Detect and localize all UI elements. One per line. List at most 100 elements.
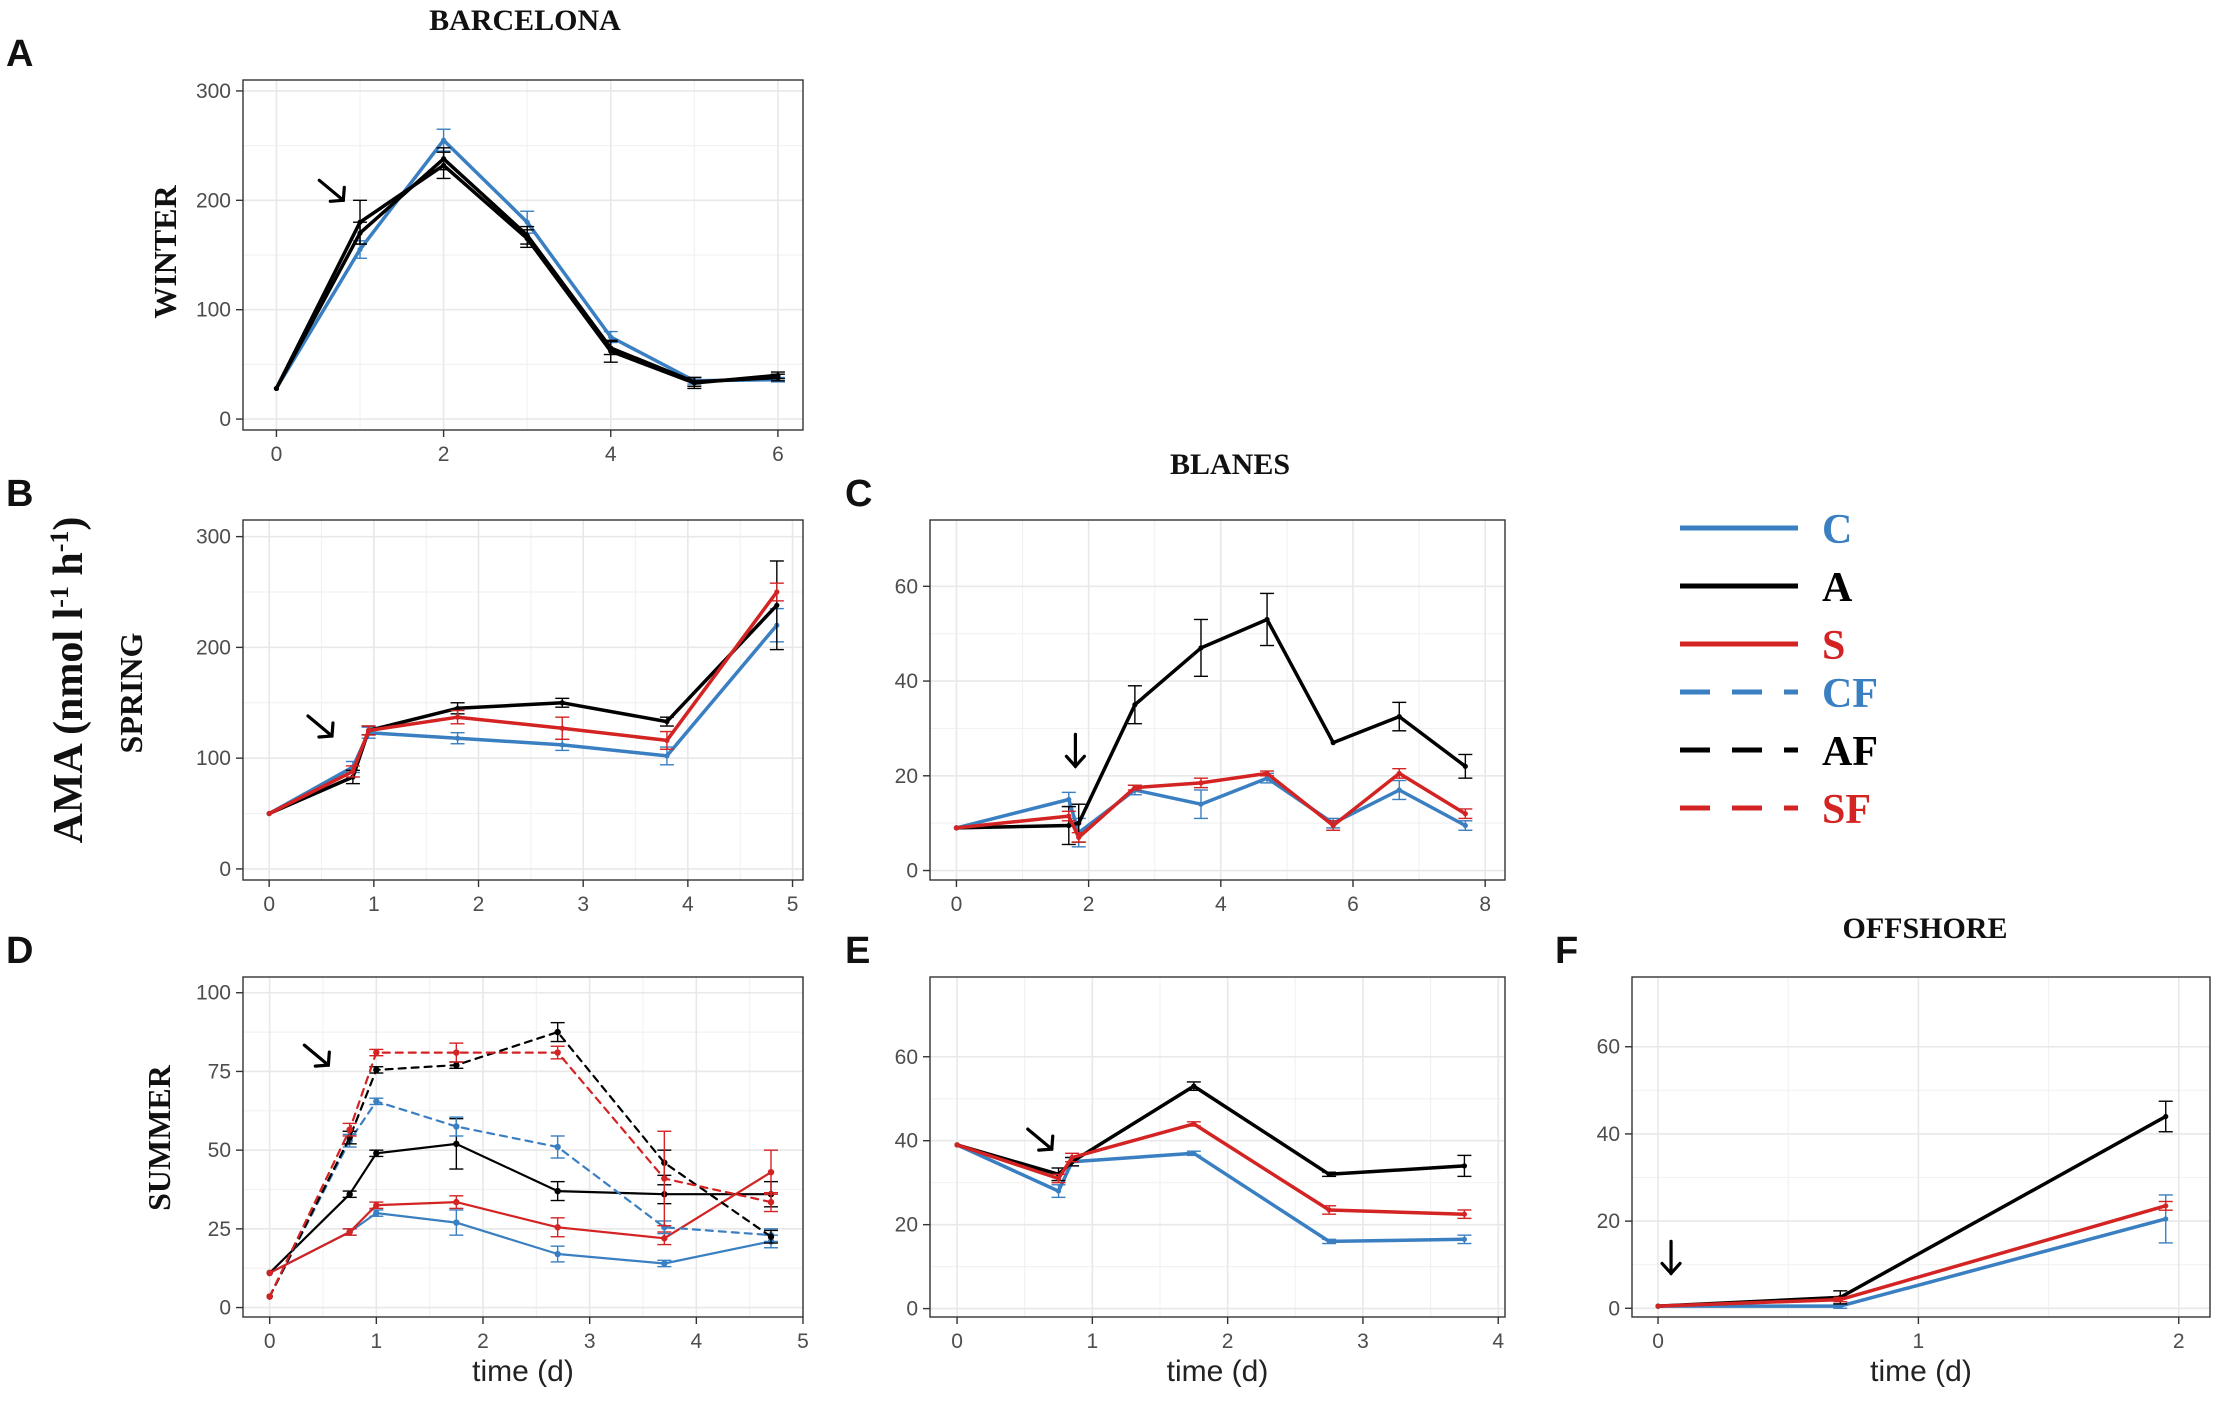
data-point bbox=[357, 219, 363, 225]
data-point bbox=[554, 1143, 561, 1151]
data-point bbox=[373, 1066, 380, 1074]
series-s bbox=[266, 1149, 778, 1277]
data-point bbox=[373, 1150, 380, 1157]
series-s bbox=[953, 767, 1473, 843]
x-tick-label: 4 bbox=[1215, 893, 1227, 916]
plot-background bbox=[930, 977, 1505, 1317]
x-tick-label: 8 bbox=[1479, 893, 1491, 916]
data-point bbox=[559, 725, 565, 731]
panel-letter-a: A bbox=[6, 33, 33, 75]
panel-letter-d: D bbox=[6, 930, 33, 972]
data-point bbox=[1198, 780, 1204, 786]
data-point bbox=[554, 1187, 561, 1195]
data-point bbox=[453, 1049, 460, 1056]
y-tick-label: 40 bbox=[895, 1130, 918, 1153]
data-point bbox=[366, 727, 372, 734]
data-point bbox=[2163, 1216, 2169, 1222]
data-point bbox=[954, 1142, 960, 1148]
legend-item-af: AF bbox=[1680, 729, 1878, 775]
data-point bbox=[454, 714, 461, 720]
y-tick-label: 40 bbox=[1597, 1123, 1620, 1146]
y-tick-label: 50 bbox=[208, 1139, 231, 1162]
series-line-a bbox=[955, 1084, 1467, 1177]
panel-letter-c: C bbox=[845, 473, 872, 515]
y-tick-label: 0 bbox=[219, 858, 231, 881]
data-point bbox=[373, 1098, 380, 1105]
x-tick-label: 2 bbox=[438, 443, 450, 466]
data-point bbox=[1264, 616, 1270, 623]
data-point bbox=[346, 1228, 353, 1236]
x-tick-label: 4 bbox=[1492, 1330, 1504, 1353]
series-s bbox=[266, 582, 784, 817]
x-tick-label: 5 bbox=[797, 1330, 809, 1353]
x-axis-title: time (d) bbox=[1167, 1355, 1269, 1388]
data-point bbox=[1462, 763, 1468, 769]
data-point bbox=[661, 1175, 668, 1182]
data-point bbox=[767, 1198, 775, 1206]
data-point bbox=[1326, 1207, 1332, 1213]
x-tick-label: 2 bbox=[2173, 1330, 2185, 1353]
series-line-c bbox=[955, 1143, 1467, 1244]
x-tick-label: 3 bbox=[584, 1330, 596, 1353]
data-point bbox=[373, 1049, 380, 1056]
legend-label: SF bbox=[1822, 787, 1871, 833]
data-point bbox=[453, 1061, 460, 1069]
plot-border bbox=[242, 519, 804, 881]
y-tick-label: 20 bbox=[895, 765, 918, 788]
data-point bbox=[440, 162, 447, 168]
data-point bbox=[554, 1028, 561, 1036]
data-point bbox=[350, 768, 356, 775]
x-axis-title: time (d) bbox=[472, 1355, 574, 1388]
arrow-icon bbox=[317, 178, 346, 203]
data-point bbox=[1066, 813, 1072, 819]
data-point bbox=[1837, 1303, 1843, 1309]
data-point bbox=[453, 1140, 460, 1148]
site-title-blanes: BLANES bbox=[1170, 448, 1290, 481]
data-point bbox=[1461, 1211, 1468, 1217]
plot-border bbox=[929, 976, 1506, 1318]
series-s bbox=[954, 1121, 1472, 1220]
data-point bbox=[1462, 822, 1468, 829]
y-tick-label: 60 bbox=[895, 1046, 918, 1069]
data-point bbox=[454, 705, 461, 711]
data-point bbox=[1069, 1154, 1075, 1161]
legend-item-c: C bbox=[1680, 507, 1852, 553]
row-label-spring: SPRING bbox=[113, 632, 149, 753]
legend-item-a: A bbox=[1680, 565, 1853, 611]
y-tick-label: 0 bbox=[1608, 1297, 1620, 1320]
legend-item-s: S bbox=[1680, 623, 1845, 669]
data-point bbox=[1264, 770, 1270, 777]
legend-label: AF bbox=[1822, 729, 1878, 775]
panel-c: C 0 2 4 6 8 0 20 40 60 bbox=[845, 473, 1506, 916]
data-point bbox=[346, 1126, 353, 1133]
data-point bbox=[1462, 811, 1468, 817]
data-point bbox=[357, 246, 363, 253]
x-tick-label: 1 bbox=[368, 893, 380, 916]
arrow-icon bbox=[1660, 1239, 1682, 1276]
series-sf bbox=[266, 1042, 778, 1300]
data-point bbox=[1461, 1236, 1468, 1242]
data-point bbox=[266, 1269, 273, 1277]
data-point bbox=[554, 1049, 561, 1056]
data-point bbox=[1198, 645, 1204, 651]
plot-border bbox=[242, 79, 804, 431]
x-tick-label: 2 bbox=[1222, 1330, 1234, 1353]
data-point bbox=[1396, 713, 1402, 720]
x-axis-title: time (d) bbox=[1870, 1355, 1972, 1388]
site-title-barcelona: BARCELONA bbox=[429, 4, 621, 37]
data-point bbox=[1264, 775, 1270, 781]
site-title-offshore: OFFSHORE bbox=[1842, 912, 2007, 945]
panel-b: B 0 1 2 3 4 5 0 100 200 300 bbox=[6, 473, 804, 916]
data-point bbox=[1396, 787, 1402, 793]
x-tick-label: 2 bbox=[477, 1330, 489, 1353]
data-point bbox=[454, 735, 461, 741]
data-point bbox=[664, 719, 670, 725]
arrow-icon bbox=[1064, 732, 1087, 769]
panel-a: A 0 2 4 6 0 100 200 300 bbox=[6, 33, 804, 466]
data-point bbox=[775, 372, 781, 378]
x-tick-label: 6 bbox=[772, 443, 784, 466]
